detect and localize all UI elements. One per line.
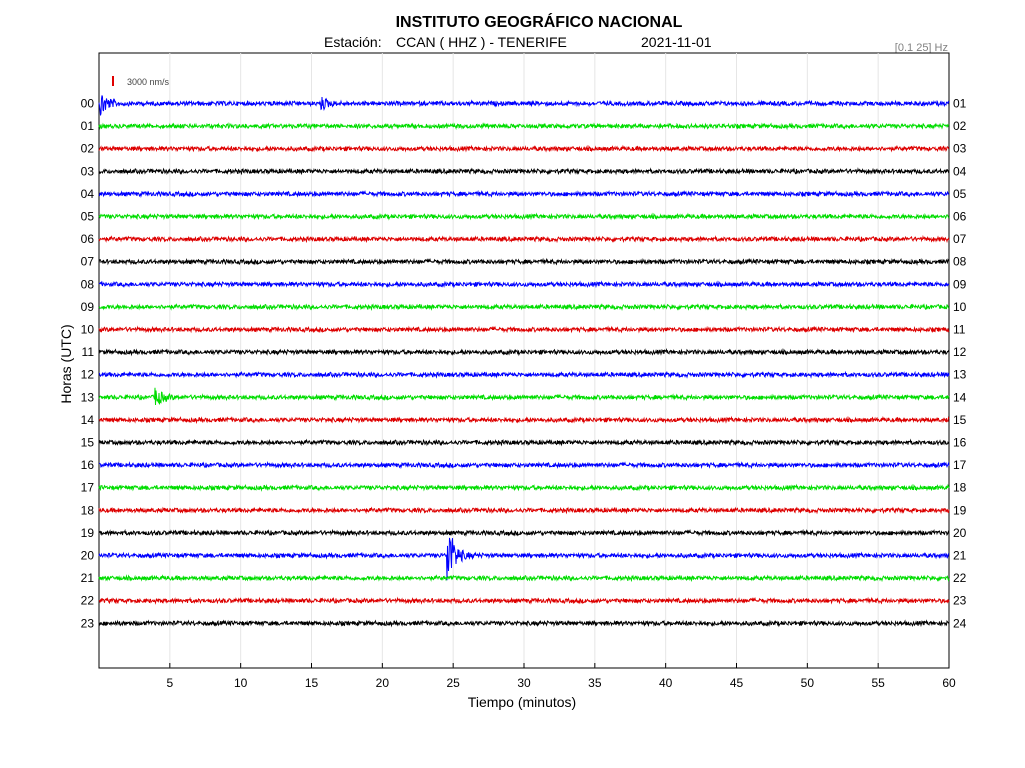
hour-label-left: 21: [81, 571, 95, 585]
station-label: Estación:: [324, 34, 382, 50]
y-axis-label: Horas (UTC): [58, 324, 74, 403]
hour-label-right: 10: [953, 300, 967, 314]
hour-label-left: 16: [81, 458, 95, 472]
hour-label-right: 17: [953, 458, 967, 472]
grid-lines: [169, 53, 879, 668]
hour-label-left: 13: [81, 390, 95, 404]
x-tick-label: 20: [376, 676, 390, 690]
chart-title: INSTITUTO GEOGRÁFICO NACIONAL: [396, 12, 683, 31]
hour-label-right: 09: [953, 277, 967, 291]
x-tick-label: 30: [517, 676, 531, 690]
hour-label-left: 18: [81, 503, 95, 517]
hour-label-left: 22: [81, 594, 95, 608]
hour-label-right: 14: [953, 390, 967, 404]
hour-label-right: 13: [953, 368, 967, 382]
hour-label-right: 19: [953, 503, 967, 517]
trace-hour-17: [98, 483, 950, 492]
hour-label-right: 20: [953, 526, 967, 540]
hour-label-left: 20: [81, 549, 95, 563]
hour-label-right: 04: [953, 164, 967, 178]
hour-label-left: 03: [81, 164, 95, 178]
x-tick-label: 35: [588, 676, 602, 690]
hour-label-left: 19: [81, 526, 95, 540]
hour-label-right: 21: [953, 549, 967, 563]
hour-label-right: 22: [953, 571, 967, 585]
hour-label-left: 12: [81, 368, 95, 382]
hour-label-right: 18: [953, 481, 967, 495]
hour-label-left: 04: [81, 187, 95, 201]
hour-labels-right: 01 02 03 04 05 06 07 08 09 10 11 12 13 14 15 16 17 18 19 20…: [953, 97, 967, 631]
x-tick-label: 50: [801, 676, 815, 690]
hour-label-left: 07: [81, 255, 95, 269]
trace-hour-07: [98, 257, 950, 266]
hour-label-right: 11: [953, 323, 966, 337]
x-tick-label: 5: [166, 676, 173, 690]
x-tick-label: 60: [942, 676, 956, 690]
hour-label-left: 00: [81, 97, 95, 111]
hour-label-right: 24: [953, 616, 967, 630]
trace-hour-09: [98, 302, 950, 312]
hour-label-right: 03: [953, 142, 967, 156]
x-tick-label: 55: [871, 676, 885, 690]
hour-label-right: 02: [953, 119, 967, 133]
hour-label-right: 05: [953, 187, 967, 201]
trace-hour-00: [98, 95, 950, 116]
hour-label-left: 15: [81, 436, 95, 450]
hour-label-right: 23: [953, 594, 967, 608]
trace-hour-02: [98, 144, 949, 153]
date-label: 2021-11-01: [641, 34, 712, 50]
hour-label-left: 06: [81, 232, 95, 246]
hour-label-right: 12: [953, 345, 967, 359]
x-axis-label: Tiempo (minutos): [468, 694, 576, 710]
hour-label-left: 17: [81, 481, 95, 495]
trace-hour-20: [98, 537, 950, 581]
x-tick-label: 25: [446, 676, 460, 690]
x-axis-ticks: 5 10 15 20 25 30 35 40 45 50 55 60: [166, 663, 956, 690]
trace-hour-18: [98, 506, 950, 515]
trace-hour-19: [98, 528, 950, 537]
trace-hour-23: [98, 619, 950, 628]
station-name: CCAN ( HHZ ) - TENERIFE: [396, 34, 567, 50]
x-tick-label: 10: [234, 676, 248, 690]
trace-hour-21: [98, 574, 950, 583]
hour-label-left: 02: [81, 142, 95, 156]
hour-label-left: 09: [81, 300, 95, 314]
hour-label-right: 06: [953, 210, 967, 224]
trace-hour-05: [98, 212, 950, 221]
hour-labels-left: 00 01 02 03 04 05 06 07 08 09 10 11 12 13 14 15 16 17 18 19…: [81, 97, 95, 631]
hour-label-left: 01: [81, 119, 95, 133]
hour-label-left: 08: [81, 277, 95, 291]
trace-hour-14: [98, 415, 950, 425]
hour-label-left: 05: [81, 210, 95, 224]
x-tick-label: 40: [659, 676, 673, 690]
hour-label-right: 07: [953, 232, 967, 246]
trace-hour-08: [98, 280, 950, 289]
hour-label-right: 15: [953, 413, 967, 427]
trace-hour-13: [98, 387, 950, 406]
trace-hour-01: [98, 122, 950, 131]
hour-label-right: 01: [953, 97, 967, 111]
hour-label-left: 10: [81, 323, 95, 337]
hour-label-left: 23: [81, 616, 95, 630]
amplitude-scale-label: 3000 nm/s: [127, 77, 170, 87]
trace-hour-22: [98, 596, 950, 605]
x-tick-label: 15: [305, 676, 319, 690]
hour-label-right: 16: [953, 436, 967, 450]
trace-hour-04: [99, 189, 950, 199]
trace-hour-03: [98, 167, 950, 176]
trace-hour-16: [98, 460, 950, 470]
trace-hour-11: [98, 348, 950, 357]
hour-label-left: 11: [82, 345, 95, 359]
trace-hour-15: [98, 438, 950, 447]
hour-label-left: 14: [81, 413, 95, 427]
seismic-traces: [98, 95, 950, 628]
trace-hour-06: [98, 234, 950, 244]
filter-band-label: [0.1 25] Hz: [895, 42, 948, 54]
trace-hour-10: [98, 325, 950, 334]
x-tick-label: 45: [730, 676, 744, 690]
trace-hour-12: [98, 370, 950, 379]
hour-label-right: 08: [953, 255, 967, 269]
